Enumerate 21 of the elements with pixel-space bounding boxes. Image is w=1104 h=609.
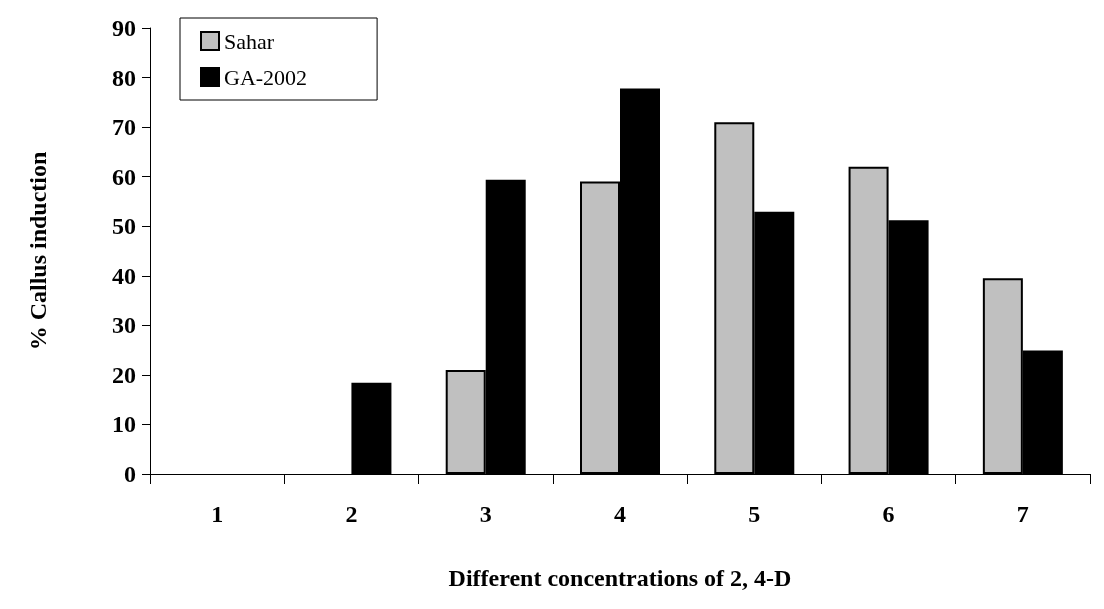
x-axis-title: Different concentrations of 2, 4-D [448,565,792,591]
x-tick-label: 3 [479,501,492,527]
legend-label: Sahar [224,28,275,54]
y-tick-label: 50 [112,213,136,240]
legend-label: GA-2002 [224,64,308,90]
x-tick-label: 2 [345,501,358,527]
y-tick-label: 40 [112,262,136,289]
y-tick-label: 90 [112,15,136,41]
y-tick-label: 20 [112,361,136,388]
y-axis-title: % Callus induction [25,151,51,351]
y-tick-label: 70 [112,114,136,141]
x-tick-label: 7 [1016,501,1029,527]
x-tick-label: 5 [748,501,761,527]
y-tick-label: 60 [112,163,136,190]
y-tick-label: 10 [112,411,136,438]
y-tick-label: 80 [112,64,136,91]
y-tick-label: 0 [124,461,136,487]
x-tick-label: 4 [614,501,626,527]
x-tick-label: 6 [882,501,895,527]
y-tick-label: 30 [112,312,136,339]
x-tick-label: 1 [211,501,224,527]
